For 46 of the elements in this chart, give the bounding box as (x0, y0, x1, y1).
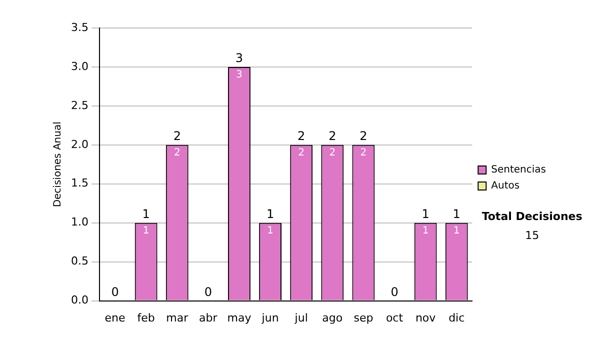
data-label: 3 (236, 70, 242, 81)
data-label: 2 (360, 148, 367, 159)
y-tick-label: 3.5 (70, 20, 88, 34)
legend-label: Sentencias (491, 164, 546, 176)
total-label: 2 (298, 129, 306, 144)
total-label: 2 (173, 129, 181, 144)
x-tick-label: nov (415, 311, 436, 324)
x-tick-label: jun (260, 311, 279, 324)
legend-label: Autos (491, 180, 520, 192)
data-label: 1 (267, 225, 274, 236)
y-tick-label: 2.5 (70, 98, 88, 112)
data-label: 1 (422, 225, 429, 236)
y-axis-title: Decisiones Anual (52, 122, 64, 208)
x-tick-label: oct (386, 311, 404, 324)
total-label: 0 (390, 284, 398, 299)
y-tick-label: 2.0 (70, 138, 88, 151)
data-label: 1 (142, 225, 150, 236)
total-label: 2 (328, 129, 336, 144)
text: Total Decisiones (482, 210, 583, 223)
x-tick-label: sep (354, 311, 374, 324)
total-label: 3 (235, 51, 244, 66)
data-label: 2 (329, 148, 336, 159)
total-label: 2 (360, 129, 368, 144)
x-tick-label: ago (322, 311, 343, 324)
data-label: 2 (174, 148, 180, 159)
x-tick-label: abr (199, 311, 218, 324)
x-tick-label: jul (294, 311, 308, 324)
y-tick-label: 0.0 (70, 294, 88, 307)
total-label: 0 (111, 284, 119, 299)
total-label: 1 (452, 206, 460, 221)
x-tick-label: ene (104, 311, 126, 324)
x-tick-label: may (227, 311, 252, 324)
y-tick-label: 0.5 (70, 254, 88, 268)
text: 15 (525, 228, 540, 242)
total-label: 1 (266, 206, 274, 221)
total-label: 1 (142, 206, 150, 221)
total-label: 1 (422, 206, 430, 221)
x-tick-label: dic (448, 311, 465, 324)
y-tick-label: 1.0 (70, 216, 88, 229)
y-tick-label: 1.5 (70, 176, 88, 190)
total-label: 0 (204, 284, 212, 299)
y-tick-label: 3.0 (70, 60, 88, 73)
data-label: 2 (298, 148, 305, 159)
x-tick-label: mar (166, 311, 189, 324)
x-tick-label: feb (137, 311, 155, 324)
data-label: 1 (453, 225, 460, 236)
